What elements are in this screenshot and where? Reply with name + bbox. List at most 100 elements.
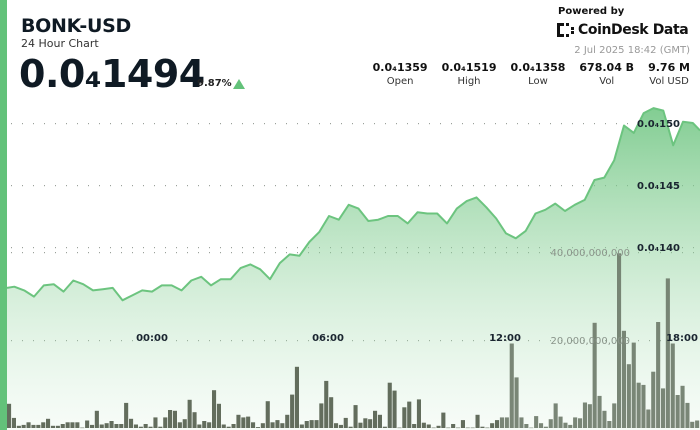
coindesk-logo-icon	[557, 23, 574, 37]
stat-value: 9.76 M	[648, 61, 690, 74]
grid-dot	[297, 247, 298, 249]
time-tick-label: 18:00	[666, 333, 698, 344]
volume-bar	[202, 421, 207, 428]
grid-dot	[99, 123, 100, 125]
grid-dot	[231, 247, 232, 249]
grid-dot	[33, 185, 34, 187]
grid-dot	[66, 123, 67, 125]
grid-dot	[539, 185, 540, 187]
stat-label: Vol	[599, 76, 615, 87]
volume-bar	[348, 426, 353, 428]
grid-dot	[374, 185, 375, 187]
grid-dot	[165, 247, 166, 249]
grid-dot	[132, 123, 133, 125]
stats-row: 0.0₄1359 Open 0.0₄1519 High 0.0₄1358 Low 67…	[359, 61, 690, 87]
volume-bar	[334, 423, 339, 428]
volume-bar	[626, 364, 631, 428]
grid-dot	[187, 252, 188, 254]
powered-by: Powered by	[558, 6, 625, 17]
volume-bar	[265, 401, 270, 428]
price-tick-label: 0.0₄145	[637, 181, 680, 192]
grid-dot	[495, 185, 496, 187]
grid-dot	[209, 252, 210, 254]
grid-dot	[242, 252, 243, 254]
grid-dot	[495, 123, 496, 125]
stat-high: 0.0₄1519 High	[442, 61, 497, 87]
volume-bar	[402, 407, 407, 428]
volume-bar	[207, 422, 212, 428]
grid-dot	[242, 123, 243, 125]
stat-value: 678.04 B	[579, 61, 635, 74]
time-tick-label: 06:00	[312, 333, 344, 344]
grid-dot	[242, 185, 243, 187]
volume-bar	[465, 427, 470, 429]
grid-dot	[209, 247, 210, 249]
volume-bar	[377, 414, 382, 428]
volume-bar	[324, 380, 329, 428]
grid-dot	[11, 247, 12, 249]
volume-bar	[143, 424, 148, 428]
volume-bar	[519, 417, 524, 428]
volume-bar	[485, 427, 490, 429]
grid-dot	[253, 123, 254, 125]
volume-bar	[568, 424, 573, 428]
volume-bar	[631, 342, 636, 428]
grid-dot	[319, 185, 320, 187]
grid-dot	[286, 247, 287, 249]
grid-dot	[176, 247, 177, 249]
volume-bar	[587, 404, 592, 428]
grid-dot	[627, 123, 628, 125]
volume-bar	[353, 405, 358, 428]
grid-dot	[264, 185, 265, 187]
grid-dot	[231, 185, 232, 187]
grid-dot	[363, 123, 364, 125]
grid-dot	[583, 123, 584, 125]
volume-bar	[280, 423, 285, 428]
volume-bar	[251, 422, 256, 428]
grid-dot	[462, 185, 463, 187]
volume-bar	[558, 416, 563, 428]
volume-bar	[148, 426, 153, 428]
grid-dot	[154, 252, 155, 254]
grid-dot	[44, 252, 45, 254]
volume-bar	[50, 425, 55, 428]
volume-bar	[695, 420, 700, 428]
volume-bar	[299, 424, 304, 428]
grid-dot	[275, 185, 276, 187]
volume-bar	[172, 410, 177, 428]
volume-bar	[412, 424, 417, 428]
grid-dot	[154, 123, 155, 125]
grid-dot	[209, 123, 210, 125]
grid-dot	[11, 185, 12, 187]
grid-dot	[231, 252, 232, 254]
grid-dot	[616, 123, 617, 125]
grid-dot	[286, 185, 287, 187]
brand-name: CoinDesk Data	[578, 22, 689, 38]
grid-dot	[187, 185, 188, 187]
grid-dot	[297, 252, 298, 254]
volume-bar	[573, 417, 578, 428]
triangle-up-icon	[233, 79, 245, 89]
grid-dot	[99, 185, 100, 187]
grid-dot	[440, 123, 441, 125]
grid-dot	[319, 123, 320, 125]
volume-bar	[363, 418, 368, 428]
grid-dot	[572, 185, 573, 187]
volume-bar	[543, 426, 548, 428]
grid-dot	[22, 185, 23, 187]
grid-dot	[55, 185, 56, 187]
grid-dot	[121, 123, 122, 125]
volume-bar	[221, 424, 226, 428]
grid-dot	[77, 247, 78, 249]
grid-dot	[176, 123, 177, 125]
stat-label: Open	[386, 76, 414, 87]
volume-bar	[665, 278, 670, 428]
grid-dot	[66, 252, 67, 254]
stat-low: 0.0₄1358 Low	[510, 61, 565, 87]
volume-bar	[212, 390, 217, 428]
volume-bar	[65, 422, 70, 428]
grid-dot	[121, 252, 122, 254]
grid-dot	[385, 123, 386, 125]
grid-dot	[143, 252, 144, 254]
